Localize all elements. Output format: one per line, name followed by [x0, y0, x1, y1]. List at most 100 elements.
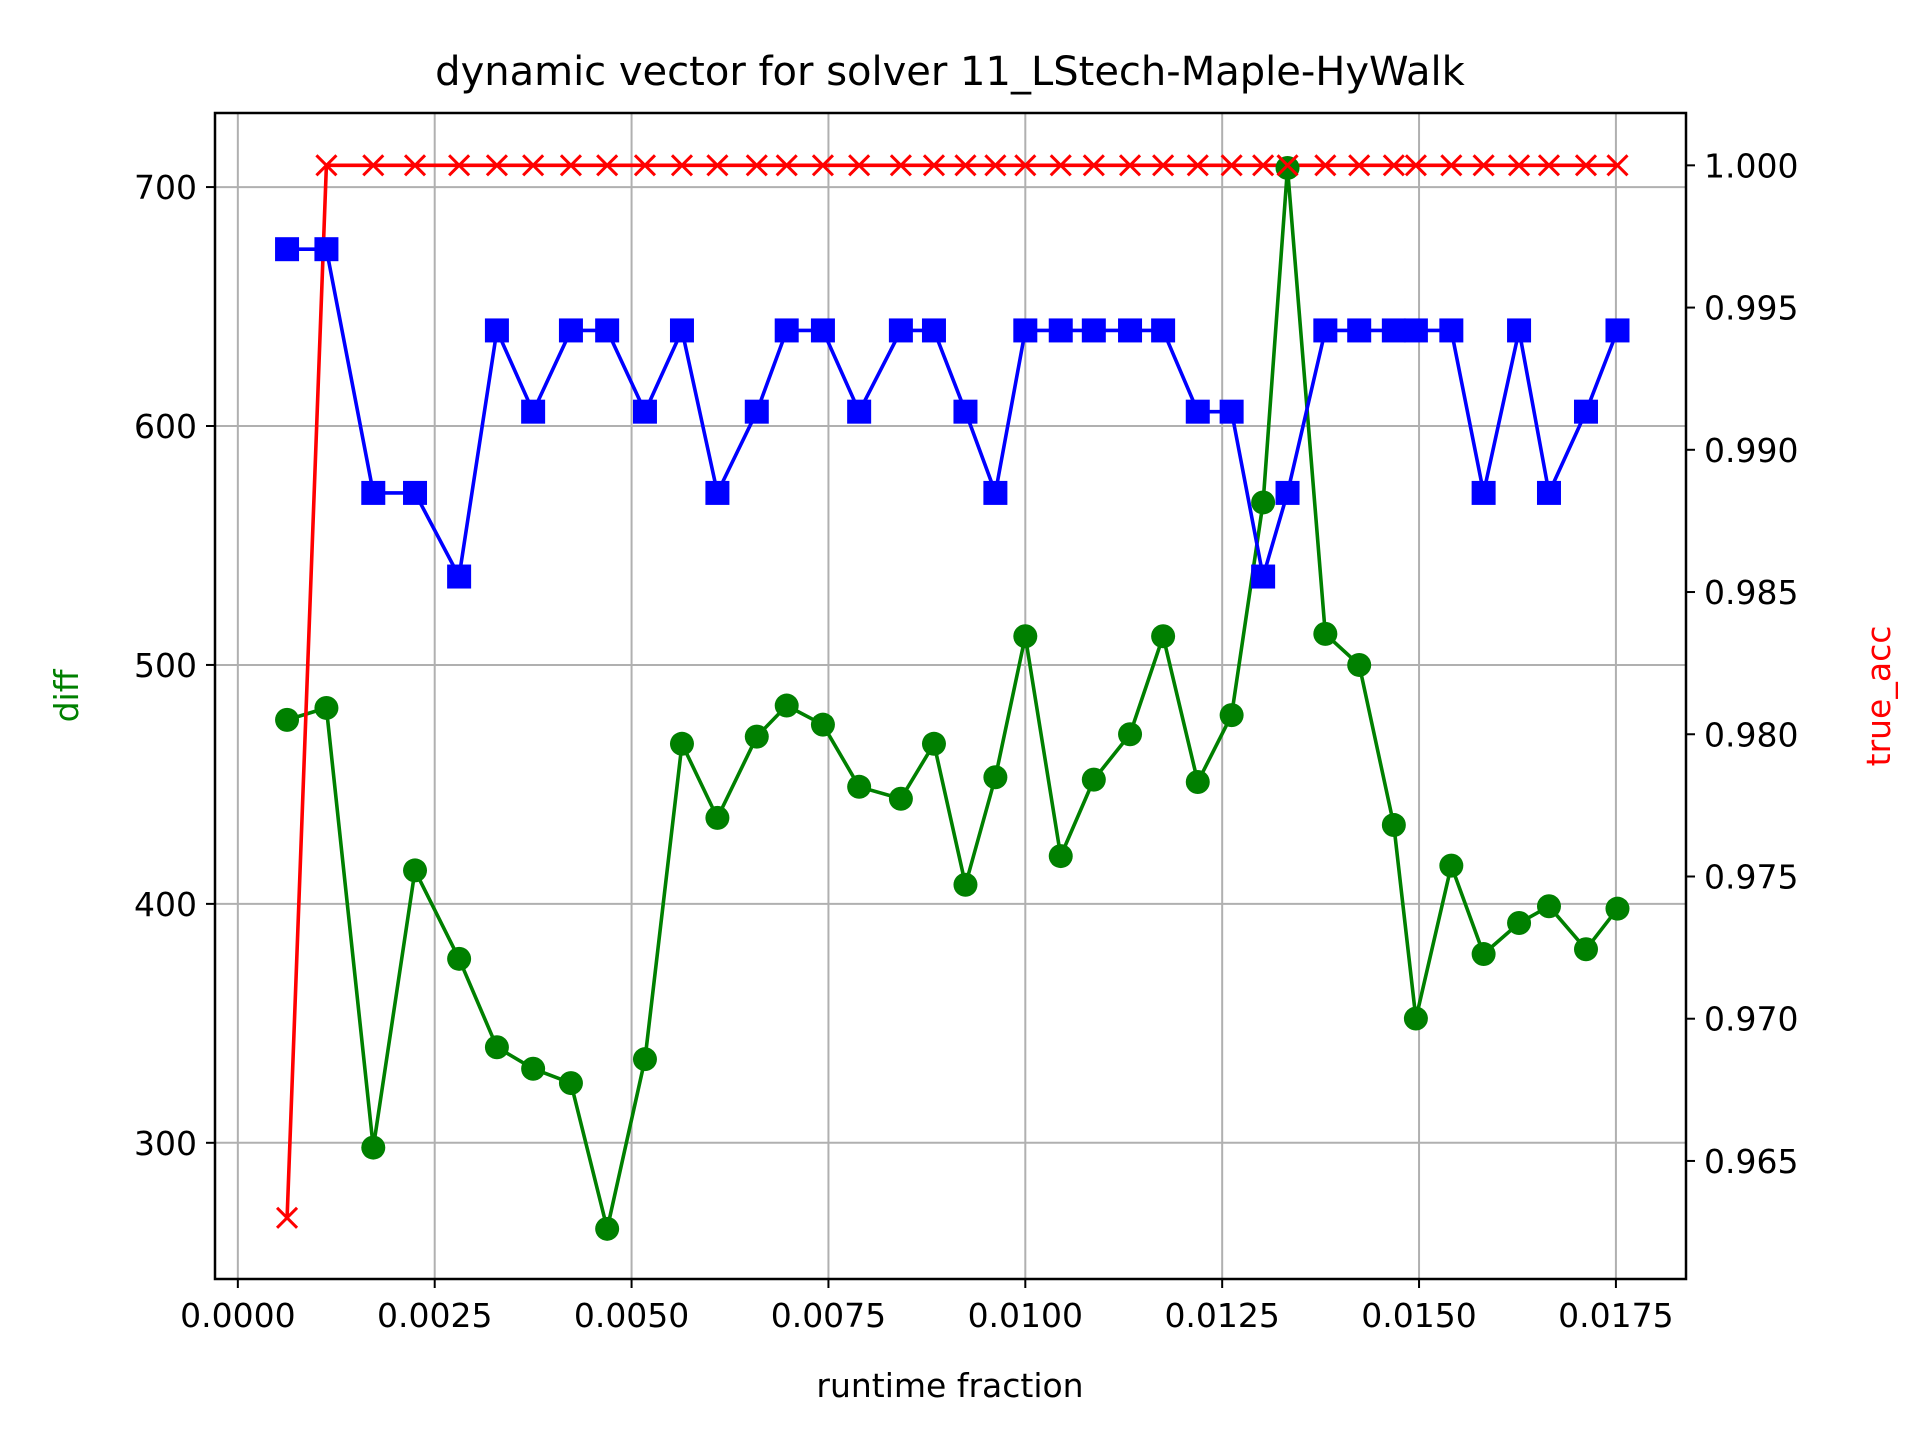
data-point-circle — [983, 765, 1008, 790]
data-point-square — [847, 399, 872, 424]
x-tick-label: 0.0125 — [1164, 1296, 1279, 1335]
data-point-square — [1403, 318, 1428, 343]
data-point-circle — [774, 693, 799, 718]
data-point-x — [848, 154, 871, 177]
data-point-square — [558, 318, 583, 343]
y-axis-label-right: true_acc — [1859, 626, 1898, 767]
data-point-x — [315, 154, 338, 177]
x-tick-label: 0.0050 — [574, 1296, 689, 1335]
y-tick-label-right: 0.980 — [1704, 715, 1798, 754]
data-point-circle — [1536, 894, 1561, 919]
data-point-x — [1574, 154, 1598, 177]
data-point-x — [403, 154, 427, 177]
data-point-square — [888, 318, 913, 343]
ticks: 0.0000 0.0025 0.0050 0.0075 0.0100 0.0125 0.01… — [134, 146, 1798, 1335]
data-point-circle — [1605, 896, 1630, 921]
data-point-circle — [447, 946, 472, 971]
data-point-circle — [1439, 853, 1464, 878]
data-point-x — [275, 1206, 299, 1229]
data-point-circle — [595, 1216, 620, 1241]
data-point-circle — [361, 1135, 386, 1160]
data-point-square — [1013, 318, 1038, 343]
x-tick-label: 0.0000 — [180, 1296, 295, 1335]
data-point-square — [1275, 480, 1300, 505]
data-point-circle — [1275, 155, 1300, 180]
y-tick-label-left: 600 — [134, 407, 197, 446]
y-tick-label-left: 500 — [134, 646, 197, 685]
data-point-square — [1251, 564, 1276, 589]
data-point-circle — [705, 805, 730, 830]
data-point-square — [983, 480, 1008, 505]
data-point-circle — [314, 695, 339, 720]
data-point-x — [362, 154, 385, 177]
x-tick-label: 0.0025 — [377, 1296, 492, 1335]
data-point-square — [632, 399, 657, 424]
data-point-x — [1507, 154, 1531, 177]
x-tick-label: 0.0175 — [1558, 1296, 1673, 1335]
y-tick-label-right: 0.975 — [1704, 857, 1798, 896]
data-point-x — [954, 154, 977, 177]
data-point-x — [1049, 154, 1072, 177]
data-point-square — [705, 480, 730, 505]
data-point-square — [484, 318, 509, 343]
data-point-square — [447, 564, 472, 589]
data-point-x — [596, 154, 619, 177]
x-tick-label: 0.0100 — [968, 1296, 1083, 1335]
data-point-circle — [632, 1047, 657, 1072]
data-point-circle — [1048, 844, 1073, 869]
x-tick-label: 0.0075 — [771, 1296, 886, 1335]
data-point-x — [922, 154, 946, 177]
data-point-square — [595, 318, 620, 343]
data-point-x — [448, 154, 471, 177]
data-point-x — [1382, 154, 1405, 177]
data-point-square — [1471, 480, 1496, 505]
data-point-square — [1536, 480, 1561, 505]
data-point-square — [275, 237, 300, 262]
data-point-square — [1573, 399, 1598, 424]
data-point-x — [1537, 154, 1561, 177]
data-point-square — [314, 237, 339, 262]
data-point-circle — [1151, 624, 1176, 649]
data-point-square — [1507, 318, 1532, 343]
y-tick-label-right: 0.970 — [1704, 1000, 1798, 1039]
data-point-x — [1014, 154, 1037, 177]
plot-frame — [213, 111, 1688, 1281]
data-point-x — [1186, 154, 1209, 177]
data-point-x — [1404, 154, 1427, 177]
data-point-square — [1313, 318, 1338, 343]
data-point-x — [1276, 154, 1299, 177]
data-point-square — [1151, 318, 1176, 343]
data-point-x — [1314, 154, 1337, 177]
data-point-square — [1347, 318, 1372, 343]
data-point-circle — [1118, 722, 1143, 747]
data-point-square — [1118, 318, 1143, 343]
data-point-circle — [810, 712, 835, 737]
data-point-x — [1440, 154, 1463, 177]
data-point-x — [1472, 154, 1495, 177]
y-tick-label-right: 0.965 — [1704, 1142, 1798, 1181]
y-tick-label-right: 0.990 — [1704, 431, 1798, 470]
data-point-square — [403, 480, 428, 505]
data-point-circle — [275, 707, 300, 732]
data-point-square — [744, 399, 769, 424]
x-axis-label: runtime fraction — [816, 1366, 1083, 1405]
y-tick-label-right: 0.995 — [1704, 289, 1798, 328]
data-point-x — [1606, 154, 1629, 177]
data-point-x — [706, 154, 729, 177]
data-point-circle — [1013, 624, 1038, 649]
data-point-square — [361, 480, 386, 505]
data-point-square — [810, 318, 835, 343]
data-point-x — [1220, 154, 1243, 177]
data-point-square — [1439, 318, 1464, 343]
data-point-square — [1605, 318, 1630, 343]
data-point-square — [774, 318, 799, 343]
data-point-circle — [921, 731, 946, 756]
data-point-circle — [403, 858, 428, 883]
chart-title: dynamic vector for solver 11_LStech-Mapl… — [435, 49, 1465, 95]
data-point-square — [1381, 318, 1406, 343]
y-axis-label-left: diff — [47, 668, 86, 722]
data-point-square — [1081, 318, 1106, 343]
data-point-x — [1348, 154, 1371, 177]
data-point-x — [1118, 154, 1142, 177]
